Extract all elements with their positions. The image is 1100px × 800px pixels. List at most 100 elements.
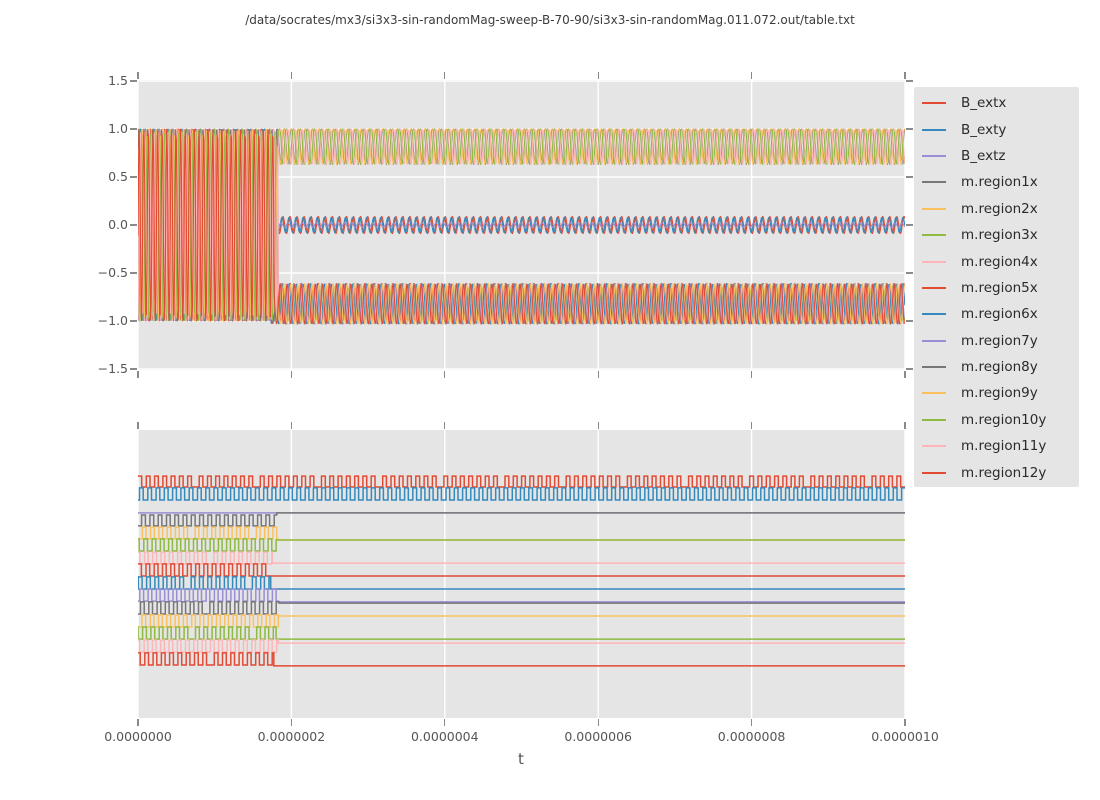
axis-tick bbox=[130, 176, 137, 178]
series-line-bottom-m.region2x bbox=[138, 526, 905, 541]
series-line-bottom-B_exty bbox=[138, 487, 905, 501]
legend-item-label: m.region9y bbox=[961, 385, 1038, 402]
series-line-bottom-m.region3x bbox=[138, 538, 905, 552]
series-line-bottom-m.region12y bbox=[138, 652, 905, 667]
x-tick-label: 0.0000006 bbox=[564, 729, 632, 744]
legend-line-sample bbox=[922, 418, 946, 421]
legend-item-label: m.region12y bbox=[961, 464, 1047, 481]
series-line-bottom-m.region10y bbox=[138, 626, 905, 640]
axis-tick bbox=[290, 72, 293, 79]
bottom-plot-area bbox=[138, 430, 905, 718]
axis-tick bbox=[444, 72, 446, 79]
axis-tick bbox=[290, 371, 293, 378]
series-line-bottom-m.region4x bbox=[138, 551, 905, 565]
axis-tick bbox=[130, 368, 137, 370]
axis-tick bbox=[750, 72, 753, 79]
legend-item-label: m.region4x bbox=[961, 253, 1038, 270]
axis-tick bbox=[906, 272, 913, 274]
series-line-bottom-m.region7y bbox=[138, 588, 905, 603]
legend-item: m.region4x bbox=[914, 248, 1079, 274]
legend-item: m.region6x bbox=[914, 301, 1079, 327]
bottom-plot-canvas bbox=[138, 430, 905, 718]
axis-tick bbox=[290, 422, 293, 429]
axis-tick bbox=[750, 719, 753, 726]
axis-tick bbox=[750, 422, 753, 429]
series-line-bottom-m.region6x bbox=[138, 576, 905, 590]
legend-item: m.region9y bbox=[914, 380, 1079, 406]
legend-line-sample bbox=[922, 445, 946, 448]
axis-tick bbox=[290, 719, 293, 726]
legend-item-label: m.region2x bbox=[961, 200, 1038, 217]
legend-item-label: m.region1x bbox=[961, 174, 1038, 191]
series-line-bottom-m.region11y bbox=[138, 639, 905, 653]
legend-line-sample bbox=[922, 366, 946, 369]
x-tick-label: 0.0000004 bbox=[410, 729, 479, 744]
legend-item: m.region1x bbox=[914, 169, 1079, 195]
legend-item: m.region3x bbox=[914, 222, 1079, 248]
legend-line-sample bbox=[922, 286, 946, 289]
axis-tick bbox=[906, 176, 913, 178]
figure-title: /data/socrates/mx3/si3x3-sin-randomMag-s… bbox=[245, 13, 855, 27]
legend-line-sample bbox=[922, 313, 946, 316]
top-plot-area bbox=[138, 80, 905, 370]
y-tick-label: −0.5 bbox=[97, 265, 128, 280]
axis-tick bbox=[750, 371, 753, 378]
axis-tick bbox=[444, 371, 446, 378]
legend-line-sample bbox=[922, 128, 946, 131]
series-line-bottom-m.region8y bbox=[138, 601, 905, 615]
legend: B_extx B_exty B_extz m.region1x m.region2x m.… bbox=[914, 87, 1079, 487]
axis-tick bbox=[130, 128, 137, 130]
series-line-top-m.region12y bbox=[138, 128, 905, 325]
legend-line-sample bbox=[922, 339, 946, 342]
legend-line-sample bbox=[922, 181, 946, 184]
x-tick-label: 0.0000010 bbox=[871, 729, 939, 744]
legend-item-label: B_extz bbox=[961, 147, 1006, 164]
legend-item: m.region2x bbox=[914, 196, 1079, 222]
series-line-bottom-m.region9y bbox=[138, 614, 905, 628]
legend-item: B_exty bbox=[914, 116, 1079, 142]
axis-tick bbox=[137, 422, 139, 429]
axis-tick bbox=[597, 72, 599, 79]
axis-tick bbox=[597, 371, 599, 378]
legend-item-label: B_extx bbox=[961, 95, 1007, 112]
x-tick-label: 0.0000000 bbox=[104, 729, 172, 744]
y-tick-label: 0.0 bbox=[108, 217, 128, 232]
legend-line-sample bbox=[922, 154, 946, 157]
axis-tick bbox=[130, 272, 137, 274]
axis-tick bbox=[906, 224, 913, 226]
legend-item-label: m.region11y bbox=[961, 438, 1047, 455]
axis-tick bbox=[904, 719, 906, 726]
legend-item: m.region10y bbox=[914, 407, 1079, 433]
legend-item: m.region12y bbox=[914, 459, 1079, 485]
y-tick-label: 1.0 bbox=[108, 121, 128, 136]
legend-item: m.region11y bbox=[914, 433, 1079, 459]
axis-tick bbox=[904, 371, 906, 378]
legend-item-label: B_exty bbox=[961, 121, 1007, 138]
legend-line-sample bbox=[922, 207, 946, 210]
axis-tick bbox=[906, 80, 913, 82]
axis-tick bbox=[597, 719, 599, 726]
axis-tick bbox=[906, 128, 913, 130]
legend-line-sample bbox=[922, 102, 946, 105]
axis-tick bbox=[130, 224, 137, 226]
y-tick-label: 1.5 bbox=[108, 73, 128, 88]
axis-tick bbox=[444, 719, 446, 726]
series-line-bottom-m.region5x bbox=[138, 563, 905, 577]
axis-tick bbox=[906, 368, 913, 370]
axis-tick bbox=[137, 719, 139, 726]
axis-tick bbox=[137, 72, 139, 79]
legend-line-sample bbox=[922, 260, 946, 263]
legend-item: B_extx bbox=[914, 90, 1079, 116]
axis-tick bbox=[130, 320, 137, 322]
legend-item-label: m.region7y bbox=[961, 332, 1038, 349]
axis-tick bbox=[444, 422, 446, 429]
legend-item: m.region5x bbox=[914, 275, 1079, 301]
legend-item-label: m.region10y bbox=[961, 411, 1047, 428]
axis-tick bbox=[906, 320, 913, 322]
legend-line-sample bbox=[922, 234, 946, 237]
axis-tick bbox=[137, 371, 139, 378]
legend-line-sample bbox=[922, 392, 946, 395]
x-axis-label: t bbox=[518, 750, 524, 768]
x-tick-label: 0.0000002 bbox=[257, 729, 326, 744]
legend-item-label: m.region3x bbox=[961, 227, 1038, 244]
